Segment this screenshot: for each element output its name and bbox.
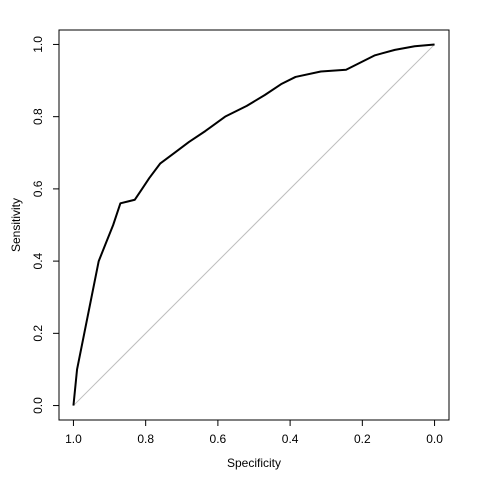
y-tick-label: 1.0 [31, 36, 45, 53]
x-tick-label: 0.4 [282, 432, 299, 446]
x-axis-label: Specificity [227, 456, 281, 470]
y-tick-label: 0.0 [31, 397, 45, 414]
y-tick-label: 0.6 [31, 180, 45, 197]
x-tick-label: 0.8 [137, 432, 154, 446]
y-tick-label: 0.2 [31, 325, 45, 342]
y-tick-label: 0.8 [31, 108, 45, 125]
y-tick-label: 0.4 [31, 252, 45, 269]
reference-diagonal [73, 44, 435, 406]
roc-curve [72, 43, 435, 406]
y-axis-label: Sensitivity [9, 198, 23, 252]
plot-frame [58, 29, 450, 421]
x-tick-label: 1.0 [65, 432, 82, 446]
x-tick-label: 0.0 [426, 432, 443, 446]
x-tick-label: 0.6 [210, 432, 227, 446]
x-tick-label: 0.2 [354, 432, 371, 446]
